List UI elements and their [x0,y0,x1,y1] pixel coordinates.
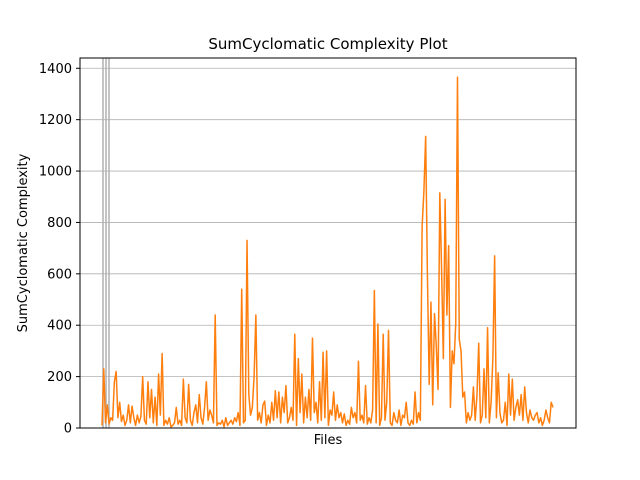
plot-frame [79,57,577,429]
y-tick-label: 400 [47,319,72,334]
y-tick-label: 1200 [39,113,72,128]
y-axis-label: SumCyclomatic Complexity [16,153,31,332]
y-tick-label: 800 [47,216,72,231]
y-axis-ticks: 0 200 400 600 800 1000 1200 1400 [39,62,80,437]
gray-spike-series [102,58,110,428]
series-line-0 [101,76,554,428]
grid-lines [80,67,576,429]
y-tick-label: 1400 [39,62,72,77]
y-tick-label: 1000 [39,165,72,180]
orange-series [101,76,554,428]
y-tick-label: 600 [47,267,72,282]
y-tick-label: 200 [47,370,72,385]
y-tick-label: 0 [64,422,72,437]
chart-title: SumCyclomatic Complexity Plot [208,35,447,53]
x-axis-label: Files [314,433,343,448]
